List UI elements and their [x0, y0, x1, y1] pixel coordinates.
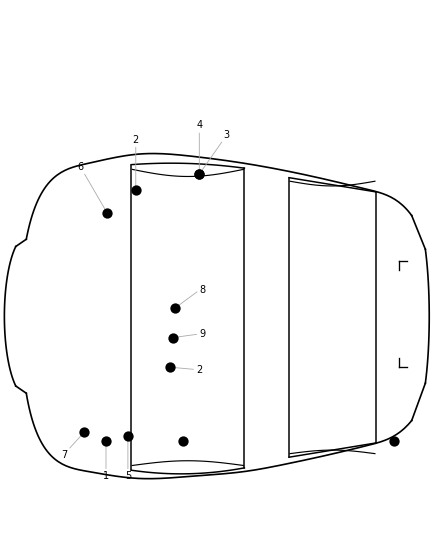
- Point: [81, 428, 88, 437]
- Point: [180, 437, 187, 445]
- Point: [170, 333, 177, 342]
- Text: 5: 5: [125, 471, 131, 481]
- Point: [391, 437, 398, 445]
- Text: 1: 1: [103, 471, 109, 481]
- Text: 2: 2: [196, 365, 202, 375]
- Point: [124, 432, 131, 440]
- Text: 3: 3: [223, 130, 230, 140]
- Text: 2: 2: [133, 134, 139, 144]
- Point: [172, 304, 179, 312]
- Point: [102, 437, 110, 445]
- Point: [196, 170, 203, 179]
- Point: [104, 209, 111, 217]
- Point: [132, 185, 139, 194]
- Point: [196, 170, 203, 179]
- Text: 7: 7: [62, 450, 68, 460]
- Text: 4: 4: [196, 120, 202, 130]
- Text: 9: 9: [199, 329, 205, 339]
- Point: [166, 363, 173, 372]
- Text: 8: 8: [199, 285, 205, 295]
- Text: 6: 6: [77, 161, 83, 172]
